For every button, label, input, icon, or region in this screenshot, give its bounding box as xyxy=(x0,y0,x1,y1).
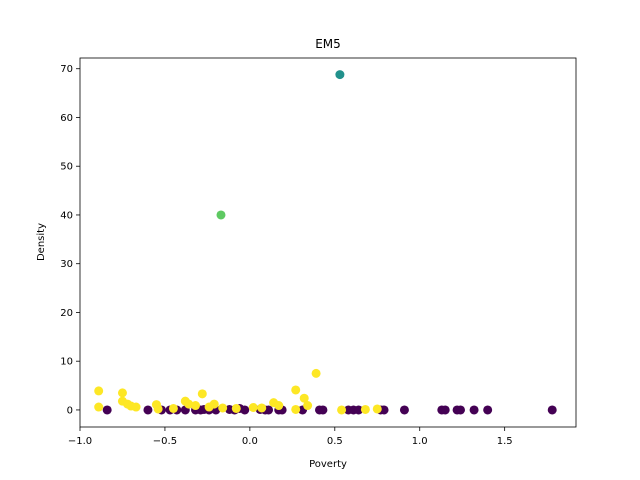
data-point xyxy=(264,405,274,415)
data-point xyxy=(379,405,389,415)
data-point xyxy=(191,401,201,411)
y-tick-label: 30 xyxy=(60,259,73,270)
y-ticks: 0 10 20 30 40 50 60 70 xyxy=(60,64,80,416)
data-point xyxy=(354,405,364,415)
data-point xyxy=(94,402,104,412)
data-point xyxy=(184,399,194,409)
data-point xyxy=(469,405,479,415)
data-point xyxy=(240,405,250,415)
y-tick-label: 10 xyxy=(60,357,73,368)
data-point xyxy=(303,401,313,411)
data-point xyxy=(231,403,241,413)
x-tick-label: 1.5 xyxy=(497,436,513,447)
chart-title: EM5 xyxy=(315,37,341,51)
data-point xyxy=(153,404,163,414)
data-point xyxy=(318,405,328,415)
y-tick-label: 40 xyxy=(60,210,73,221)
data-point xyxy=(102,405,112,415)
x-tick-label: 0.5 xyxy=(327,436,343,447)
data-point xyxy=(372,404,382,414)
data-point xyxy=(209,399,219,409)
data-point xyxy=(291,404,301,414)
y-tick-label: 0 xyxy=(67,405,73,416)
data-point xyxy=(291,385,301,395)
data-point xyxy=(483,405,493,415)
x-tick-label: −1.0 xyxy=(68,436,92,447)
x-tick-label: 1.0 xyxy=(412,436,428,447)
data-point xyxy=(337,405,347,415)
data-point xyxy=(440,405,450,415)
x-ticks: −1.0 −0.5 0.0 0.5 1.0 1.5 xyxy=(68,427,513,447)
data-point xyxy=(168,403,178,413)
data-point xyxy=(257,403,267,413)
y-tick-label: 50 xyxy=(60,162,73,173)
data-point xyxy=(455,405,465,415)
data-point xyxy=(399,405,409,415)
points-layer xyxy=(94,70,557,415)
y-tick-label: 70 xyxy=(60,64,73,75)
data-point xyxy=(131,402,141,412)
data-point xyxy=(299,393,309,403)
plot-frame xyxy=(79,57,577,428)
x-tick-label: 0.0 xyxy=(242,436,258,447)
x-axis-label: Poverty xyxy=(309,459,347,470)
data-point xyxy=(311,368,321,378)
data-point xyxy=(218,403,228,413)
y-tick-label: 20 xyxy=(60,308,73,319)
data-point xyxy=(547,405,557,415)
data-point xyxy=(94,386,104,396)
data-point xyxy=(117,388,127,398)
y-axis-label: Density xyxy=(36,223,47,261)
data-point xyxy=(143,405,153,415)
data-point xyxy=(360,404,370,414)
data-point xyxy=(274,401,284,411)
data-point xyxy=(335,70,345,80)
data-point xyxy=(216,210,226,220)
data-point xyxy=(197,389,207,399)
x-tick-label: −0.5 xyxy=(153,436,177,447)
y-tick-label: 60 xyxy=(60,113,73,124)
data-point xyxy=(248,403,258,413)
